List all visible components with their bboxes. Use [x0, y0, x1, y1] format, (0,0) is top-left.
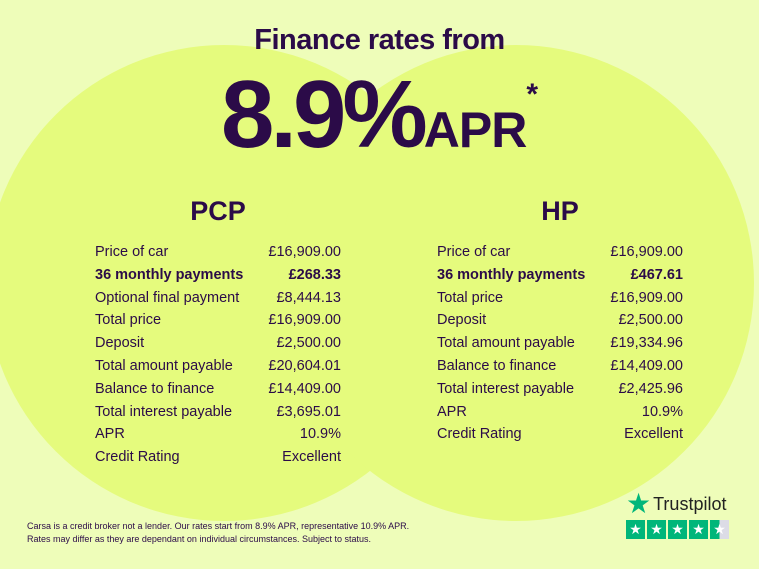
row-value: £16,909.00 [268, 312, 341, 329]
pcp-heading: PCP [190, 196, 246, 226]
table-row: APR 10.9% [95, 423, 341, 446]
row-value: 10.9% [299, 426, 341, 443]
background-circle-right [278, 45, 754, 521]
rating-star-icon: ★ [647, 520, 666, 539]
table-row: Deposit £2,500.00 [95, 332, 341, 355]
hero-rate: 8.9%APR* [0, 60, 759, 170]
row-label: Balance to finance [95, 380, 215, 397]
table-row: Total amount payable £20,604.01 [95, 355, 341, 378]
row-label: Price of car [437, 244, 511, 260]
disclaimer: Carsa is a credit broker not a lender. O… [27, 520, 409, 546]
row-value: £268.33 [288, 266, 341, 283]
row-label: APR [95, 426, 125, 443]
disclaimer-line: Carsa is a credit broker not a lender. O… [27, 521, 410, 531]
row-label: Total price [437, 289, 504, 306]
trustpilot-label: Trustpilot [653, 493, 727, 514]
table-row: Total price £16,909.00 [437, 287, 683, 310]
row-label: 36 monthly payments [95, 266, 244, 283]
table-row: Total interest payable £2,425.96 [437, 378, 683, 401]
table-row: APR 10.9% [437, 401, 683, 424]
hp-heading: HP [541, 196, 579, 226]
row-label: Balance to finance [437, 357, 557, 374]
table-row: Deposit £2,500.00 [437, 309, 683, 332]
table-row: Total interest payable £3,695.01 [95, 401, 341, 424]
row-value: £467.61 [630, 266, 683, 283]
table-row: Total price £16,909.00 [95, 309, 341, 332]
row-value: £16,909.00 [610, 244, 683, 260]
row-value: £16,909.00 [268, 244, 341, 260]
row-label: Deposit [437, 312, 487, 329]
row-label: APR [437, 403, 467, 420]
row-value: £20,604.01 [268, 357, 341, 374]
row-value: £14,409.00 [610, 357, 683, 374]
rating-star-icon: ★ [689, 520, 708, 539]
table-row: Balance to finance £14,409.00 [437, 355, 683, 378]
row-value: Excellent [282, 449, 341, 466]
table-row: Balance to finance £14,409.00 [95, 378, 341, 401]
trustpilot-rating: ★ ★ ★ ★ ★ [626, 520, 729, 539]
row-label: Total price [95, 312, 162, 329]
row-label: Total interest payable [95, 403, 233, 420]
row-value: £19,334.96 [610, 335, 683, 352]
row-label: Credit Rating [95, 449, 180, 466]
row-label: Price of car [95, 244, 169, 260]
row-value: £2,500.00 [276, 335, 341, 352]
table-row: Price of car £16,909.00 [437, 241, 683, 264]
row-value: £16,909.00 [610, 289, 683, 306]
row-label: Total amount payable [95, 357, 233, 374]
row-value: £2,425.96 [618, 380, 683, 397]
pcp-table: PCP Price of car £16,909.00 36 monthly pay… [95, 196, 341, 469]
rate-unit: APR [423, 102, 528, 158]
star-icon: ★ [626, 488, 652, 519]
rating-star-icon: ★ [710, 520, 729, 539]
table-row: 36 monthly payments £467.61 [437, 264, 683, 287]
row-label: Total interest payable [437, 380, 575, 397]
hp-table: HP Price of car £16,909.00 36 monthly paym… [437, 196, 683, 446]
table-row: Credit Rating Excellent [95, 446, 341, 469]
row-label: 36 monthly payments [437, 266, 586, 283]
row-value: 10.9% [641, 403, 683, 420]
row-label: Deposit [95, 335, 145, 352]
rate-value: 8.9% [220, 61, 428, 168]
row-value: £2,500.00 [618, 312, 683, 329]
rating-star-icon: ★ [626, 520, 645, 539]
row-label: Credit Rating [437, 426, 522, 443]
trustpilot-badge[interactable]: ★ Trustpilot ★ ★ ★ ★ ★ [626, 488, 729, 539]
disclaimer-line: Rates may differ as they are dependant o… [27, 534, 372, 544]
headline: Finance rates from [254, 24, 505, 56]
table-row: Credit Rating Excellent [437, 423, 683, 446]
row-value: Excellent [624, 426, 683, 443]
rating-star-icon: ★ [668, 520, 687, 539]
table-row: 36 monthly payments £268.33 [95, 264, 341, 287]
row-label: Total amount payable [437, 335, 575, 352]
table-row: Price of car £16,909.00 [95, 241, 341, 264]
row-value: £8,444.13 [276, 289, 341, 306]
table-row: Optional final payment £8,444.13 [95, 287, 341, 310]
row-value: £3,695.01 [276, 403, 341, 420]
asterisk: * [526, 78, 539, 111]
table-row: Total amount payable £19,334.96 [437, 332, 683, 355]
row-label: Optional final payment [95, 289, 240, 306]
row-value: £14,409.00 [268, 380, 341, 397]
